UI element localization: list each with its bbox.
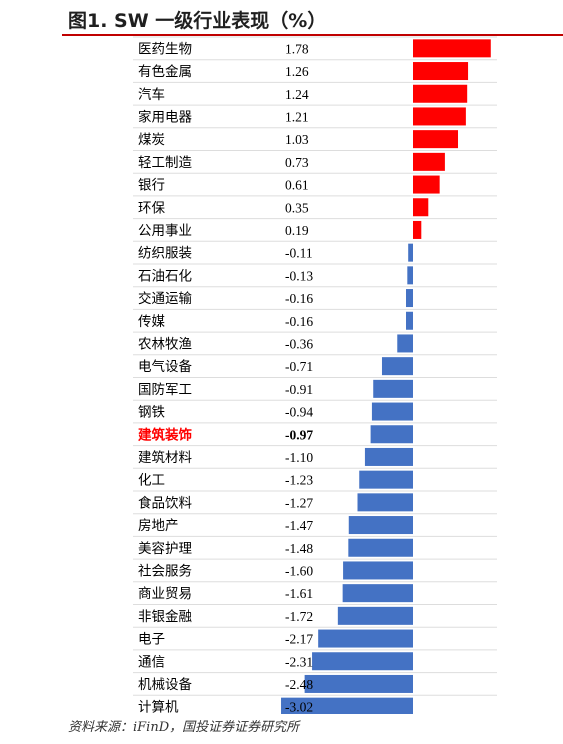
value-label: -0.11 xyxy=(285,246,313,261)
category-label: 农林牧渔 xyxy=(138,336,192,352)
bar xyxy=(413,107,466,126)
category-label: 机械设备 xyxy=(138,676,192,693)
bar xyxy=(370,425,413,444)
value-label: -0.16 xyxy=(285,291,313,306)
bar xyxy=(413,84,468,103)
value-label: -1.23 xyxy=(285,473,313,488)
chart-title-bar: 图1. SW 一级行业表现（%） xyxy=(0,0,563,37)
category-label: 轻工制造 xyxy=(138,155,192,171)
bar xyxy=(413,130,459,149)
bar-chart: 医药生物 1.78 有色金属 1.26 汽车 1.24 家用电器 1.21 煤炭 1.03 轻工制造… xyxy=(133,36,497,714)
value-label: -0.16 xyxy=(285,314,313,329)
category-label: 化工 xyxy=(138,473,165,489)
category-label: 汽车 xyxy=(138,86,165,103)
category-label: 石油石化 xyxy=(138,268,192,284)
value-label: -2.48 xyxy=(285,677,313,692)
bar xyxy=(348,516,413,535)
value-label: -1.27 xyxy=(285,495,313,510)
value-label: -1.10 xyxy=(285,450,313,465)
bar xyxy=(364,447,413,466)
category-label: 银行 xyxy=(138,178,165,194)
title-underline xyxy=(62,34,563,36)
value-label: 1.78 xyxy=(285,41,309,56)
value-label: 0.19 xyxy=(285,223,309,238)
value-label: 0.35 xyxy=(285,200,309,215)
value-label: -0.13 xyxy=(285,268,313,283)
bar xyxy=(406,289,413,308)
value-label: 1.26 xyxy=(285,64,309,79)
category-label: 传媒 xyxy=(138,314,165,330)
bar xyxy=(373,379,413,398)
value-label: -0.94 xyxy=(285,405,313,420)
cropped-text-fragment xyxy=(280,739,550,744)
bar xyxy=(397,334,413,353)
value-label: -0.71 xyxy=(285,359,313,374)
value-label: -1.72 xyxy=(285,609,313,624)
category-label: 医药生物 xyxy=(138,41,192,57)
category-label: 美容护理 xyxy=(138,540,192,557)
bar xyxy=(406,311,413,330)
chart-title: 图1. SW 一级行业表现（%） xyxy=(68,10,327,32)
bar xyxy=(359,470,413,489)
value-label: 1.24 xyxy=(285,87,309,102)
category-label: 建筑装饰 xyxy=(137,426,192,443)
value-label: -1.61 xyxy=(285,586,313,601)
value-label: -0.91 xyxy=(285,382,313,397)
category-label: 社会服务 xyxy=(138,563,192,579)
value-label: 0.73 xyxy=(285,155,309,170)
bar xyxy=(357,493,413,512)
category-label: 公用事业 xyxy=(138,223,192,239)
value-label: -2.17 xyxy=(285,632,313,647)
bar xyxy=(343,561,413,580)
category-label: 食品饮料 xyxy=(138,494,192,511)
value-label: -1.47 xyxy=(285,518,313,533)
bar xyxy=(371,402,413,421)
category-label: 国防军工 xyxy=(138,382,192,398)
bar xyxy=(407,266,413,285)
bar xyxy=(312,652,413,671)
value-label: -0.36 xyxy=(285,336,313,351)
bar xyxy=(318,629,413,648)
category-label: 煤炭 xyxy=(138,132,165,148)
bar xyxy=(413,152,445,171)
value-label: -1.48 xyxy=(285,541,313,556)
bar xyxy=(348,538,413,557)
value-label: -1.60 xyxy=(285,563,313,578)
bar xyxy=(413,198,429,217)
bar xyxy=(413,175,440,194)
bar xyxy=(281,697,413,714)
category-label: 电子 xyxy=(138,632,165,648)
source-note: 资料来源：iFinD，国投证券证券研究所 xyxy=(68,720,300,735)
value-label: -3.02 xyxy=(285,700,313,714)
category-label: 计算机 xyxy=(138,700,179,714)
category-label: 环保 xyxy=(138,200,165,216)
value-label: -0.97 xyxy=(285,427,313,442)
bar xyxy=(337,606,413,625)
category-label: 家用电器 xyxy=(138,108,192,125)
category-label: 非银金融 xyxy=(138,609,192,625)
bar xyxy=(413,62,469,81)
category-label: 纺织服装 xyxy=(138,246,192,262)
category-label: 商业贸易 xyxy=(138,586,192,602)
bar xyxy=(413,39,491,58)
value-label: 0.61 xyxy=(285,178,309,193)
category-label: 钢铁 xyxy=(138,405,165,421)
value-label: 1.21 xyxy=(285,109,309,124)
category-label: 建筑材料 xyxy=(138,450,192,466)
bar xyxy=(408,243,413,262)
bar xyxy=(304,674,413,693)
value-label: 1.03 xyxy=(285,132,309,147)
bar xyxy=(413,220,422,239)
category-label: 有色金属 xyxy=(138,63,192,80)
value-label: -2.31 xyxy=(285,654,313,669)
category-label: 电气设备 xyxy=(138,358,192,375)
category-label: 房地产 xyxy=(138,518,179,534)
bar xyxy=(342,584,413,603)
category-label: 通信 xyxy=(138,654,165,670)
bar xyxy=(381,357,413,376)
category-label: 交通运输 xyxy=(138,290,192,307)
